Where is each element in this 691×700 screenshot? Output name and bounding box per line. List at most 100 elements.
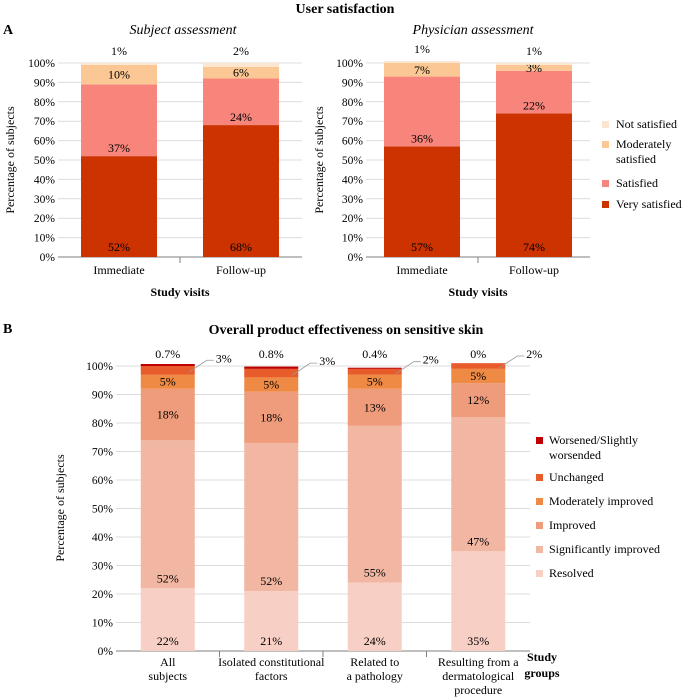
legend-label: Satisfied bbox=[616, 176, 658, 190]
bar-segment bbox=[244, 442, 299, 592]
data-label: 2% bbox=[526, 347, 542, 361]
legend-swatch bbox=[602, 201, 609, 208]
bar-segment bbox=[140, 366, 195, 375]
legend-label: Not satisfied bbox=[616, 117, 677, 131]
y-tick-label: 50% bbox=[34, 155, 56, 167]
legend-swatch bbox=[536, 498, 543, 505]
legend-swatch bbox=[602, 121, 609, 128]
legend-label: Resolved bbox=[549, 566, 594, 580]
bar-segment bbox=[140, 588, 195, 651]
data-label: 3% bbox=[216, 351, 232, 365]
x-tick-label: Immediate bbox=[93, 263, 144, 277]
legend-label: worsended bbox=[549, 448, 601, 462]
y-tick-label: 30% bbox=[34, 194, 56, 206]
legend-swatch bbox=[536, 546, 543, 553]
data-label: 21% bbox=[260, 634, 282, 648]
data-label: 0.4% bbox=[362, 347, 387, 361]
bar-segment bbox=[203, 66, 279, 79]
data-label: 10% bbox=[108, 68, 130, 82]
y-tick-label: 10% bbox=[92, 618, 114, 630]
bar-segment bbox=[347, 582, 402, 651]
data-label: 36% bbox=[411, 131, 433, 145]
data-label: 57% bbox=[411, 240, 433, 254]
data-label: 68% bbox=[230, 240, 252, 254]
y-tick-label: 90% bbox=[34, 77, 56, 89]
y-tick-label: 30% bbox=[342, 194, 364, 206]
legend-label: Moderately improved bbox=[549, 494, 653, 508]
y-tick-label: 100% bbox=[336, 58, 363, 70]
y-tick-label: 10% bbox=[342, 233, 364, 245]
bar-segment bbox=[244, 391, 299, 443]
y-tick-label: 30% bbox=[92, 561, 114, 573]
x-tick-label: Follow-up bbox=[509, 263, 559, 277]
bar-segment bbox=[496, 70, 572, 114]
data-label: 22% bbox=[157, 634, 179, 648]
x-tick-label: Follow-up bbox=[216, 263, 266, 277]
bar-segment bbox=[384, 146, 460, 257]
data-label: 0.8% bbox=[259, 347, 284, 361]
bar-segment bbox=[81, 84, 157, 157]
bar-segment bbox=[496, 113, 572, 257]
data-label: 18% bbox=[157, 407, 179, 421]
data-label: 74% bbox=[523, 240, 545, 254]
physician-y-axis-label: Percentage of subjects bbox=[312, 106, 326, 214]
data-label: 37% bbox=[108, 141, 130, 155]
bar-segment bbox=[384, 61, 460, 63]
data-label: 55% bbox=[364, 566, 386, 580]
y-tick-label: 40% bbox=[34, 174, 56, 186]
subject-assessment-chart: Subject assessment Percentage of subject… bbox=[3, 23, 302, 299]
y-tick-label: 90% bbox=[342, 77, 364, 89]
data-label: 52% bbox=[108, 240, 130, 254]
data-label: 5% bbox=[470, 369, 486, 383]
bar-segment bbox=[347, 425, 402, 583]
bar-segment bbox=[140, 364, 195, 366]
bar-segment bbox=[140, 440, 195, 589]
y-tick-label: 70% bbox=[342, 116, 364, 128]
bar-segment bbox=[384, 63, 460, 77]
x-tick-label: All bbox=[160, 655, 176, 669]
data-label: 2% bbox=[233, 44, 249, 58]
y-tick-label: 60% bbox=[92, 475, 114, 487]
bar-segment bbox=[203, 78, 279, 126]
data-label: 0.7% bbox=[155, 347, 180, 361]
bar-segment bbox=[451, 551, 506, 651]
x-tick-label: dermatological bbox=[442, 669, 515, 683]
data-label: 52% bbox=[260, 574, 282, 588]
data-label: 3% bbox=[319, 354, 335, 368]
x-tick-label: Related to bbox=[350, 655, 399, 669]
data-label: 2% bbox=[423, 353, 439, 367]
legend-swatch bbox=[536, 474, 543, 481]
bar-segment bbox=[451, 363, 506, 369]
data-label: 1% bbox=[414, 42, 430, 56]
bar-segment bbox=[451, 417, 506, 552]
leader-line bbox=[188, 359, 214, 373]
leader-line bbox=[395, 361, 421, 375]
bar-segment bbox=[451, 368, 506, 384]
effectiveness-x-axis-label-2: groups bbox=[524, 666, 559, 680]
y-tick-label: 20% bbox=[34, 213, 56, 225]
data-label: 35% bbox=[467, 634, 489, 648]
bar-segment bbox=[140, 388, 195, 441]
bar-segment bbox=[81, 64, 157, 85]
legend-swatch bbox=[536, 570, 543, 577]
y-tick-label: 100% bbox=[86, 361, 113, 373]
data-label: 12% bbox=[467, 393, 489, 407]
bar-segment bbox=[496, 64, 572, 71]
x-tick-label: Resulting from a bbox=[438, 655, 519, 669]
physician-chart-title: Physician assessment bbox=[412, 23, 535, 38]
y-tick-label: 40% bbox=[92, 532, 114, 544]
y-tick-label: 90% bbox=[92, 390, 114, 402]
legend-swatch bbox=[602, 180, 609, 187]
y-tick-label: 0% bbox=[40, 252, 56, 264]
bar-segment bbox=[244, 591, 299, 651]
data-label: 47% bbox=[467, 534, 489, 548]
panel-b-label: B bbox=[3, 322, 12, 337]
subject-chart-title: Subject assessment bbox=[130, 23, 238, 38]
data-label: 22% bbox=[523, 98, 545, 112]
bar-segment bbox=[496, 63, 572, 65]
legend-label: Very satisfied bbox=[616, 197, 682, 211]
legend-label: Moderately bbox=[616, 137, 671, 151]
data-label: 1% bbox=[111, 44, 127, 58]
